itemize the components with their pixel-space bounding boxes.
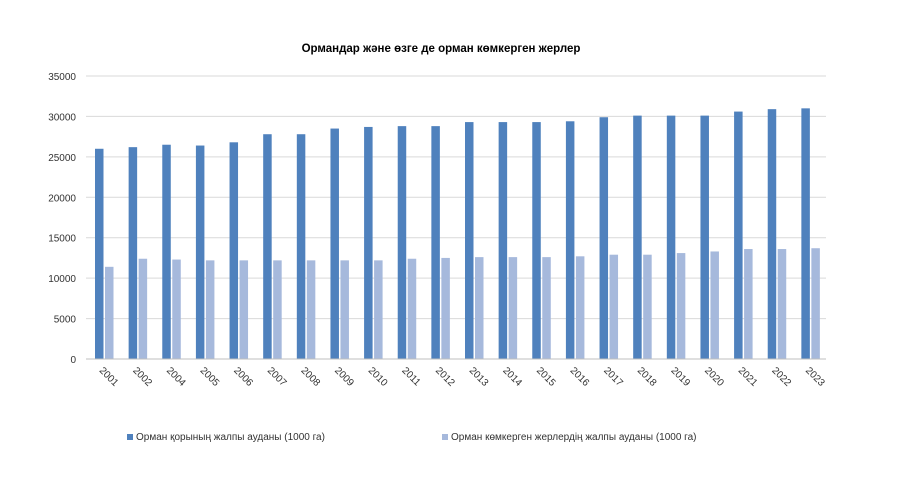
bar-forest-fund — [532, 122, 541, 360]
bar-forest-covered — [172, 259, 181, 359]
bar-forest-covered — [239, 260, 249, 359]
bar-forest-fund — [565, 121, 575, 359]
bar-forest-covered — [475, 257, 484, 359]
bar-forest-covered — [811, 248, 820, 359]
chart-title: Ормандар және өзге де орман көмкерген же… — [302, 43, 581, 55]
y-tick-label: 0 — [70, 355, 76, 366]
x-tick-label: 2004 — [164, 365, 188, 389]
y-tick-label: 25000 — [48, 153, 76, 164]
bar-forest-covered — [676, 253, 686, 359]
legend-label: Орман қорының жалпы ауданы (1000 га) — [136, 432, 325, 443]
bar-forest-covered — [777, 249, 787, 359]
x-tick-label: 2009 — [332, 365, 356, 389]
x-tick-label: 2016 — [568, 365, 592, 389]
legend-label: Орман көмкерген жерлердің жалпы ауданы (… — [451, 432, 697, 443]
bar-forest-covered — [710, 251, 719, 359]
bar-forest-fund — [767, 109, 777, 359]
bar-forest-fund — [801, 108, 810, 359]
bar-forest-fund — [263, 134, 272, 359]
bar-forest-covered — [441, 257, 450, 359]
bar-forest-covered — [542, 257, 551, 359]
x-tick-label: 2022 — [769, 365, 793, 389]
bar-forest-covered — [340, 260, 349, 359]
x-tick-label: 2014 — [500, 365, 524, 389]
bar-forest-covered — [609, 254, 619, 359]
x-tick-label: 2002 — [130, 365, 154, 389]
bar-forest-fund — [666, 115, 676, 360]
x-tick-label: 2023 — [803, 365, 827, 389]
bar-forest-fund — [498, 122, 508, 360]
bar-forest-covered — [273, 260, 282, 359]
bar-forest-fund — [229, 142, 239, 359]
y-tick-label: 20000 — [48, 193, 76, 204]
bar-forest-fund — [364, 126, 373, 359]
bar-forest-fund — [633, 115, 642, 360]
x-tick-label: 2001 — [97, 365, 121, 389]
x-tick-label: 2008 — [299, 365, 323, 389]
bar-forest-fund — [195, 145, 205, 359]
bar-forest-fund — [128, 147, 138, 359]
x-tick-label: 2012 — [433, 365, 457, 389]
x-tick-label: 2018 — [635, 365, 659, 389]
bar-forest-covered — [374, 260, 383, 359]
y-tick-label: 15000 — [48, 234, 76, 245]
bar-forest-covered — [105, 266, 114, 359]
legend-swatch — [127, 434, 133, 440]
y-tick-label: 30000 — [48, 112, 76, 123]
bar-forest-covered — [407, 258, 417, 359]
x-tick-label: 2021 — [736, 365, 760, 389]
x-tick-label: 2020 — [702, 365, 726, 389]
y-tick-label: 35000 — [48, 72, 76, 83]
legend: Орман қорының жалпы ауданы (1000 га) Орма… — [127, 432, 697, 443]
bar-forest-fund — [296, 134, 306, 359]
bar-forest-fund — [700, 115, 709, 360]
bar-forest-covered — [744, 249, 753, 359]
bar-forest-fund — [397, 126, 407, 359]
x-tick-label: 2011 — [399, 365, 422, 388]
x-tick-label: 2005 — [198, 365, 222, 389]
bar-forest-fund — [95, 148, 104, 359]
bar-forest-covered — [306, 260, 316, 359]
x-tick-label: 2013 — [467, 365, 491, 389]
bar-forest-fund — [431, 126, 440, 359]
x-tick-label: 2010 — [366, 365, 390, 389]
bar-forest-covered — [575, 256, 585, 359]
x-tick-label: 2017 — [601, 365, 625, 389]
x-tick-label: 2015 — [534, 365, 558, 389]
bar-forest-covered — [643, 254, 652, 359]
bar-forest-fund — [162, 144, 171, 359]
y-tick-label: 5000 — [54, 315, 77, 326]
bars — [95, 108, 820, 360]
x-tick-label: 2007 — [265, 365, 289, 389]
y-tick-label: 10000 — [48, 274, 76, 285]
bar-forest-fund — [599, 117, 609, 359]
bar-forest-covered — [205, 260, 215, 359]
bar-forest-fund — [330, 128, 339, 359]
bar-forest-fund — [465, 122, 474, 360]
x-tick-label: 2006 — [231, 365, 255, 389]
x-tick-label: 2019 — [669, 365, 693, 389]
legend-swatch — [442, 434, 448, 440]
bar-forest-covered — [508, 257, 518, 359]
bar-forest-fund — [734, 111, 743, 359]
bar-forest-covered — [138, 258, 148, 359]
